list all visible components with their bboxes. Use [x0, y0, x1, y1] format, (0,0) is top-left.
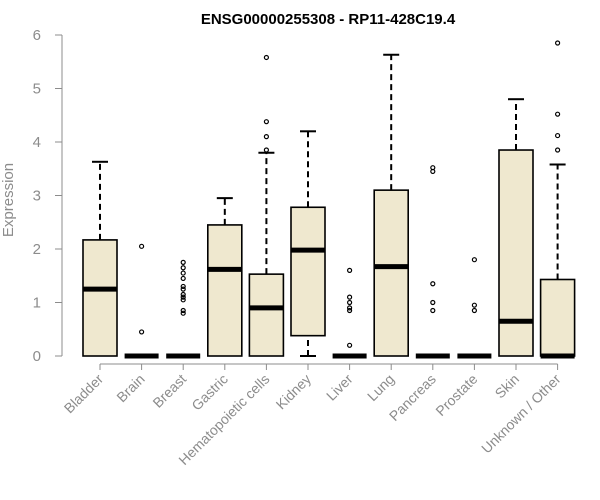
- box-group: [166, 259, 201, 359]
- x-tick-label: Unknown / Other: [478, 371, 564, 457]
- y-tick-label: 0: [33, 348, 41, 365]
- x-tick-label: Liver: [323, 371, 356, 404]
- x-tick-label: Skin: [492, 371, 523, 402]
- box-group: [457, 257, 492, 359]
- outlier-point: [347, 305, 353, 311]
- outlier-point: [554, 111, 561, 117]
- y-axis-label: Expression: [0, 163, 17, 237]
- outlier-point: [471, 257, 477, 263]
- x-tick-label: Prostate: [432, 371, 480, 419]
- outlier-point: [180, 286, 186, 292]
- y-tick-label: 4: [33, 134, 41, 151]
- y-tick-label: 2: [33, 241, 41, 258]
- box-group: [498, 98, 534, 357]
- outlier-point: [471, 307, 477, 314]
- box-iqr: [248, 273, 285, 357]
- x-tick-label: Bladder: [61, 371, 107, 417]
- box-group: [539, 40, 576, 359]
- outlier-point: [180, 265, 186, 271]
- outlier-point: [430, 307, 436, 314]
- outlier-point: [180, 275, 186, 282]
- outlier-point: [471, 302, 477, 308]
- outlier-point: [180, 291, 186, 298]
- y-tick-label: 1: [33, 295, 41, 312]
- outlier-point: [554, 132, 561, 139]
- box-group: [290, 130, 326, 357]
- outlier-point: [263, 54, 269, 61]
- x-tick-label: Breast: [149, 371, 189, 411]
- outlier-point: [430, 165, 436, 171]
- x-tick-label: Lung: [364, 371, 397, 404]
- box-group: [124, 243, 159, 359]
- box-iqr: [373, 189, 410, 357]
- box-iqr: [290, 206, 326, 337]
- outlier-point: [180, 283, 186, 290]
- chart-title: ENSG00000255308 - RP11-428C19.4: [201, 11, 456, 28]
- outlier-point: [347, 294, 353, 300]
- outlier-point: [180, 259, 186, 265]
- outlier-point: [180, 294, 186, 300]
- y-axis-ticks: 0 1 2 3 4 5 6: [33, 27, 62, 365]
- outlier-point: [180, 307, 186, 314]
- outlier-point: [347, 307, 353, 314]
- outlier-point: [347, 342, 353, 348]
- outlier-point: [430, 299, 436, 306]
- outlier-point: [554, 147, 561, 153]
- outlier-point: [139, 243, 145, 249]
- box-series: [82, 40, 576, 359]
- box-group: [373, 53, 410, 357]
- outlier-point: [180, 297, 186, 303]
- outlier-point: [263, 119, 269, 125]
- box-group: [207, 197, 243, 357]
- box-group: [415, 165, 450, 359]
- box-iqr: [82, 239, 118, 357]
- outlier-point: [180, 310, 186, 316]
- x-tick-label: Kidney: [273, 371, 315, 413]
- box-group: [82, 160, 118, 357]
- y-tick-label: 6: [33, 27, 41, 44]
- box-group: [332, 267, 367, 359]
- x-tick-label: Brain: [113, 371, 147, 405]
- outlier-point: [180, 270, 186, 276]
- outlier-point: [347, 267, 353, 273]
- box-iqr: [539, 278, 576, 357]
- outlier-point: [430, 281, 436, 287]
- y-tick-label: 5: [33, 81, 41, 98]
- outlier-point: [554, 40, 561, 46]
- y-tick-label: 3: [33, 188, 41, 205]
- outlier-point: [139, 329, 145, 335]
- box-group: [248, 54, 285, 357]
- outlier-point: [347, 299, 353, 306]
- box-iqr: [207, 224, 243, 357]
- outlier-point: [263, 147, 269, 153]
- outlier-point: [263, 134, 269, 140]
- box-iqr: [498, 149, 534, 357]
